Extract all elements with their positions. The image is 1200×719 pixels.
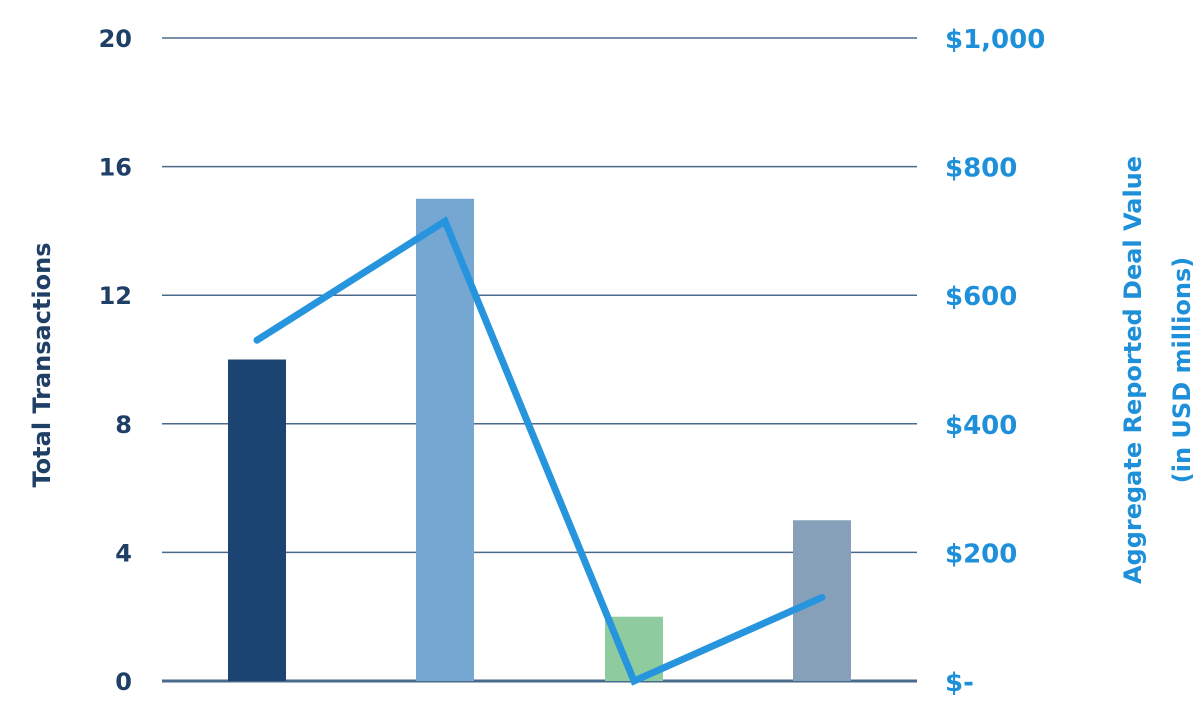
bars <box>228 198 851 681</box>
gridlines <box>162 37 917 683</box>
left-axis-ticks: 0 4 8 12 16 20 <box>99 25 132 696</box>
line-series <box>253 216 826 686</box>
left-tick-label: 16 <box>99 154 132 182</box>
right-axis-label-line2: (in USD millions) <box>1168 257 1196 483</box>
left-axis-label: Total Transactions <box>28 242 56 487</box>
right-axis-label-line1: Aggregate Reported Deal Value <box>1119 156 1147 584</box>
right-tick-label: $600 <box>945 282 1017 312</box>
left-tick-label: 4 <box>115 539 132 567</box>
right-tick-label: $200 <box>945 539 1017 569</box>
left-tick-label: 0 <box>115 668 132 696</box>
right-axis-ticks: $- $200 $400 $600 $800 $1,000 <box>945 25 1045 698</box>
bar <box>416 198 474 681</box>
right-tick-label: $800 <box>945 154 1017 184</box>
bar <box>228 359 286 681</box>
left-tick-label: 8 <box>115 411 132 439</box>
left-tick-label: 12 <box>99 282 132 310</box>
right-tick-label: $- <box>945 668 974 698</box>
left-tick-label: 20 <box>99 25 132 53</box>
right-tick-label: $1,000 <box>945 25 1045 55</box>
line-path <box>253 216 826 686</box>
right-tick-label: $400 <box>945 411 1017 441</box>
